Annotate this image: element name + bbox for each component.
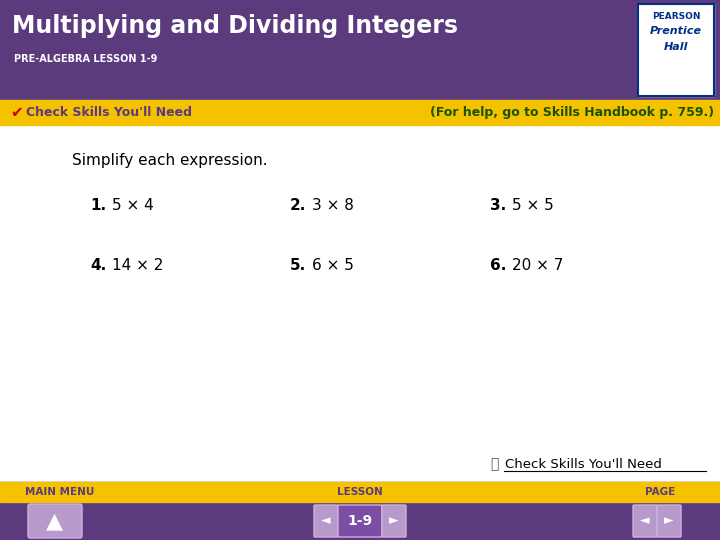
Text: Simplify each expression.: Simplify each expression. — [72, 153, 268, 168]
Text: (For help, go to Skills Handbook p. 759.): (For help, go to Skills Handbook p. 759.… — [430, 106, 714, 119]
Text: ◄: ◄ — [640, 515, 650, 528]
Bar — [638, 4, 714, 96]
FancyBboxPatch shape — [382, 505, 406, 537]
Text: Prentice: Prentice — [650, 26, 702, 36]
Text: 5 × 5: 5 × 5 — [512, 198, 554, 213]
Text: PEARSON: PEARSON — [652, 12, 701, 21]
Text: ►: ► — [390, 515, 399, 528]
Text: 6 × 5: 6 × 5 — [312, 258, 354, 273]
FancyBboxPatch shape — [314, 505, 338, 537]
Text: 14 × 2: 14 × 2 — [112, 258, 163, 273]
Text: ⓘ: ⓘ — [490, 457, 498, 471]
Bar — [0, 482, 720, 502]
Text: LESSON: LESSON — [337, 487, 383, 497]
Text: 3 × 8: 3 × 8 — [312, 198, 354, 213]
Bar — [0, 482, 720, 540]
Text: ►: ► — [664, 515, 674, 528]
Text: Check Skills You'll Need: Check Skills You'll Need — [505, 457, 662, 470]
Text: ✔: ✔ — [10, 105, 23, 120]
Text: 2.: 2. — [290, 198, 307, 213]
Text: Check Skills You'll Need: Check Skills You'll Need — [26, 106, 192, 119]
Bar — [0, 100, 720, 125]
Text: PRE-ALGEBRA LESSON 1-9: PRE-ALGEBRA LESSON 1-9 — [14, 54, 158, 64]
Text: ◄: ◄ — [321, 515, 330, 528]
Text: Hall: Hall — [664, 42, 688, 52]
Text: 5.: 5. — [290, 258, 306, 273]
Bar — [0, 0, 720, 100]
Text: 1-9: 1-9 — [348, 514, 372, 528]
Text: 1.: 1. — [90, 198, 106, 213]
Text: Multiplying and Dividing Integers: Multiplying and Dividing Integers — [12, 14, 458, 38]
Text: MAIN MENU: MAIN MENU — [25, 487, 95, 497]
FancyBboxPatch shape — [28, 504, 82, 538]
FancyBboxPatch shape — [657, 505, 681, 537]
Bar — [638, 4, 714, 96]
FancyBboxPatch shape — [633, 505, 657, 537]
Text: 20 × 7: 20 × 7 — [512, 258, 563, 273]
Text: ▲: ▲ — [46, 511, 63, 531]
Text: 4.: 4. — [90, 258, 107, 273]
Text: 3.: 3. — [490, 198, 506, 213]
Text: 5 × 4: 5 × 4 — [112, 198, 154, 213]
FancyBboxPatch shape — [338, 505, 382, 537]
Text: PAGE: PAGE — [645, 487, 675, 497]
Text: 6.: 6. — [490, 258, 506, 273]
